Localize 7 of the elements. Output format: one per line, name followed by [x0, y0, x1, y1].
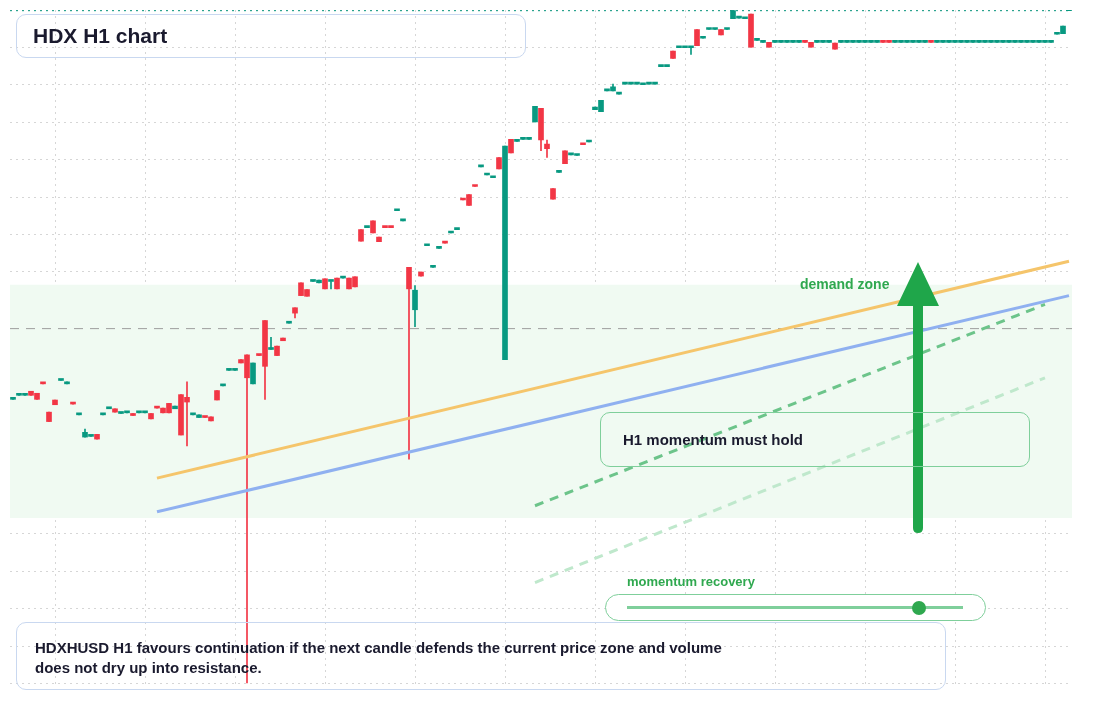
text: HDX H1 chart: [16, 14, 526, 58]
candlestick: [328, 279, 334, 290]
annotation: H1 momentum must hold: [600, 412, 1030, 467]
candlestick: [406, 266, 412, 460]
annotation: momentum recovery: [627, 574, 755, 589]
candlestick: [268, 337, 274, 350]
band-label: demand zone: [800, 275, 890, 292]
